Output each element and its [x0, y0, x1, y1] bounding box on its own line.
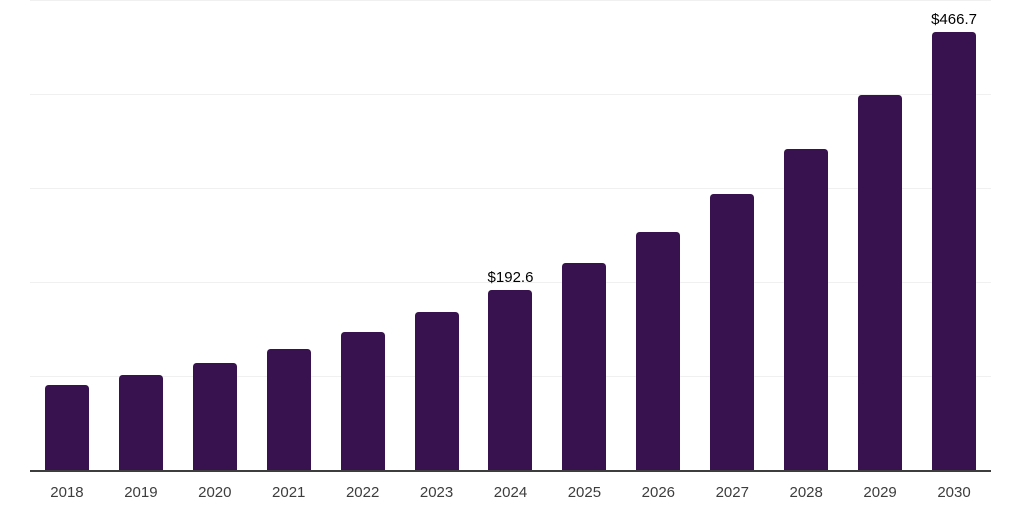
bar-2023[interactable]	[414, 312, 459, 471]
x-tick-2026: 2026	[641, 484, 676, 501]
x-tick-2028: 2028	[789, 484, 823, 501]
bar-2025[interactable]	[562, 263, 607, 471]
bar-slot-2022	[326, 1, 400, 471]
data-label-2030: $466.7	[931, 11, 977, 29]
x-tick-2024: 2024	[493, 484, 528, 501]
bar-slot-2026	[621, 1, 695, 471]
x-tick-2022: 2022	[345, 484, 380, 501]
bar-slot-2023	[400, 1, 474, 471]
bar-slot-2027	[695, 1, 769, 471]
bar-2029[interactable]	[858, 95, 903, 471]
bar-2019[interactable]	[118, 375, 163, 471]
bar-slot-2024: $192.6	[474, 1, 548, 471]
bar-2022[interactable]	[340, 331, 385, 471]
bar-2020[interactable]	[192, 362, 237, 471]
plot-area: $192.6 $466.7	[30, 0, 991, 472]
x-tick-2025: 2025	[567, 484, 602, 501]
x-tick-2027: 2027	[715, 484, 749, 501]
bar-slot-2018	[30, 1, 104, 471]
gridline-400	[30, 94, 991, 95]
data-label-2024: $192.6	[487, 268, 534, 286]
x-tick-2018: 2018	[50, 484, 84, 501]
gridline-500	[30, 0, 991, 1]
x-tick-2023: 2023	[419, 484, 454, 501]
bar-2018[interactable]	[44, 385, 89, 471]
x-axis-labels: 2018 2019 2020 2021 2022 2023 2024 2025 2026 2027…	[30, 471, 991, 501]
bar-slot-2021	[252, 1, 326, 471]
x-axis-line	[30, 470, 991, 472]
bar-slot-2029	[843, 1, 917, 471]
bars-row: $192.6 $466.7	[30, 1, 991, 471]
x-tick-2029: 2029	[863, 484, 897, 501]
bar-2021[interactable]	[266, 348, 311, 471]
bar-2028[interactable]	[784, 148, 829, 471]
x-tick-2030: 2030	[937, 484, 971, 501]
bar-slot-2030: $466.7	[917, 1, 991, 471]
x-tick-2021: 2021	[272, 484, 306, 501]
bar-2024[interactable]: $192.6	[488, 269, 533, 471]
bar-slot-2019	[104, 1, 178, 471]
gridline-300	[30, 188, 991, 189]
x-tick-2020: 2020	[198, 484, 232, 501]
bar-2030[interactable]: $466.7	[931, 11, 977, 471]
gridline-200	[30, 282, 991, 283]
bar-2026[interactable]	[636, 232, 681, 471]
bar-2027[interactable]	[710, 193, 755, 471]
bar-slot-2020	[178, 1, 252, 471]
bar-slot-2028	[769, 1, 843, 471]
bar-slot-2025	[547, 1, 621, 471]
x-tick-2019: 2019	[124, 484, 158, 501]
